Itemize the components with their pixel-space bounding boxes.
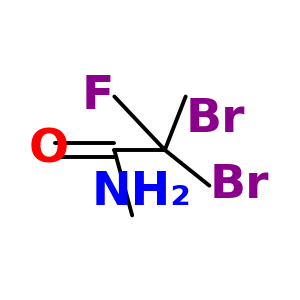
Text: O: O (29, 128, 69, 172)
Text: Br: Br (186, 97, 245, 142)
Text: Br: Br (209, 163, 269, 208)
Text: F: F (82, 74, 114, 119)
Text: NH₂: NH₂ (91, 170, 191, 215)
